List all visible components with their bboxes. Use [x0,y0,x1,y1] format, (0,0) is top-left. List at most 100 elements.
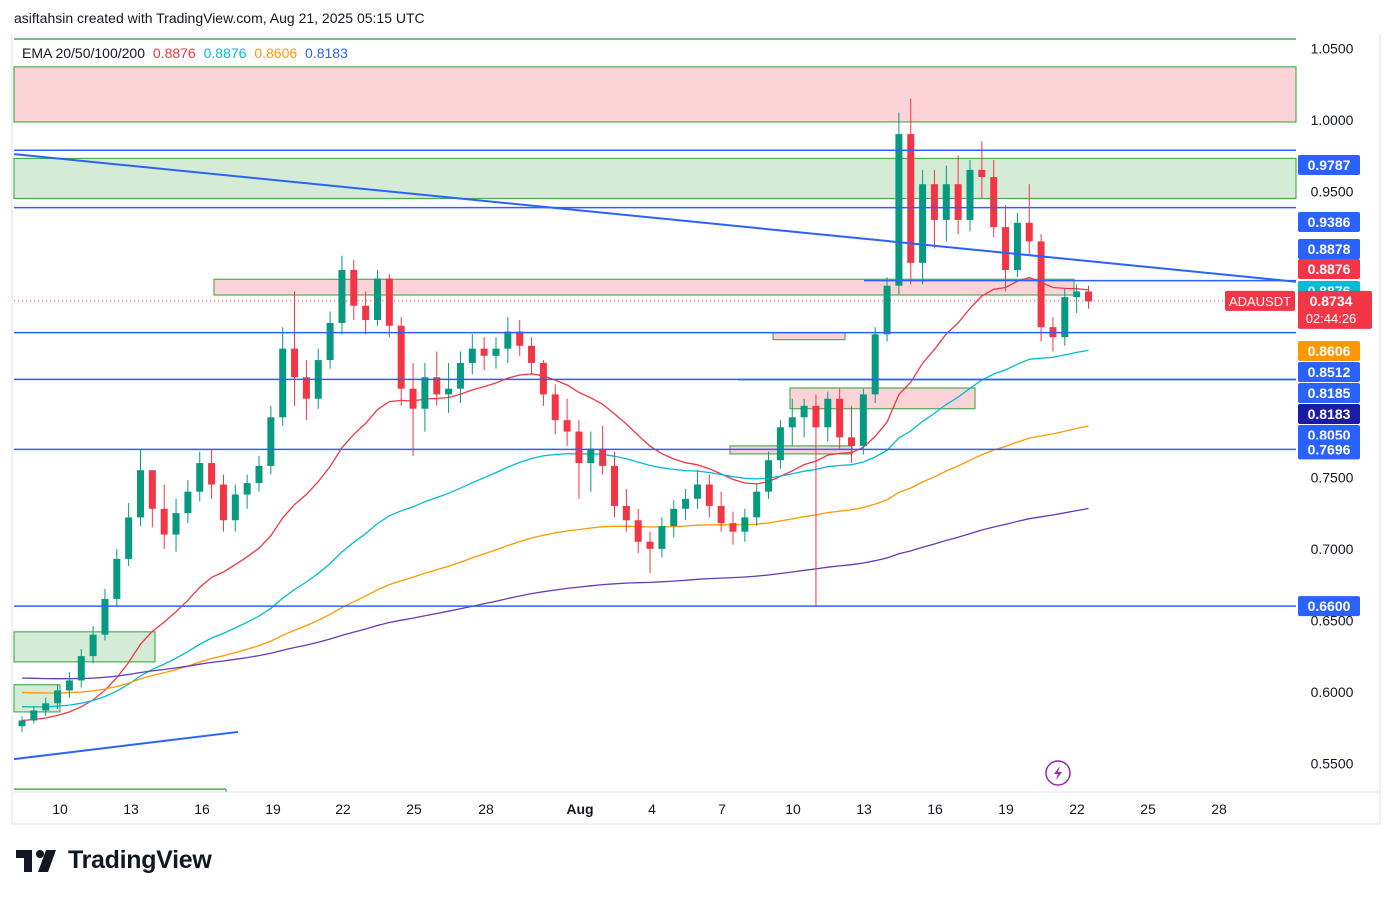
candle [374,269,381,326]
price-level-tag: 0.6600 [1298,596,1360,617]
candle-body [670,508,678,526]
candle [279,327,287,426]
candle-body [421,377,429,409]
candle-body [42,703,50,711]
candle-body [516,331,524,346]
candle-body [966,169,974,220]
price-level-tag-label: 0.7696 [1308,441,1351,457]
price-level-tag-label: 0.6600 [1308,598,1351,614]
candle [350,259,358,321]
price-level-tag: 0.7696 [1298,439,1360,460]
candle-body [208,463,216,485]
candle-body [800,405,808,418]
brand-name: TradingView [68,846,212,874]
current-price-tag: ADAUSDT 0.8734 02:44:26 [1225,290,1372,329]
countdown-label: 02:44:26 [1306,311,1357,326]
candle [883,277,891,342]
tradingview-logo-icon [16,849,56,872]
candle [717,491,725,532]
price-level-tag-label: 0.8512 [1308,364,1351,380]
candle [113,548,121,607]
price-level-tag: 0.8606 [1298,341,1360,361]
candle-body [942,184,950,220]
candle [255,455,263,492]
candle [966,159,974,232]
candle [871,327,879,403]
ascending-trendline [13,730,239,761]
candle-body [326,322,334,361]
candle-body [1085,291,1092,302]
y-tick-label: 0.6500 [1311,612,1354,628]
candle [456,351,464,403]
candle-body [575,431,583,464]
x-tick-label: 10 [52,801,68,817]
price-level-tag-bg [1298,239,1360,259]
ema-legend: EMA 20/50/100/200 0.8876 0.8876 0.8606 0… [22,45,352,61]
candle-body [433,377,441,395]
candle-body [788,417,796,428]
candle [480,337,488,371]
overlay-layer [13,38,1297,761]
descending-trendline [13,153,1297,283]
ema-line-20 [21,276,1089,722]
candle-body [279,348,287,418]
pink-zone [213,278,1075,296]
ema-line-50 [21,349,1089,708]
candle-body [456,362,464,389]
candle-body [611,465,618,506]
candle [65,671,73,698]
zones-layer [13,66,1297,792]
candle-body [255,465,263,484]
candle [302,360,310,421]
candle [930,169,938,249]
ema-line-100 [21,425,1089,694]
candle-body [919,184,927,263]
price-level-tag: 0.9787 [1298,155,1360,175]
candle-body [172,513,180,535]
candle-body [492,348,500,356]
candle [907,98,915,285]
price-level-tag-bg [1298,439,1360,460]
candle-body [776,427,784,461]
candle [42,697,50,717]
x-tick-label: 28 [1211,801,1227,817]
lightning-icon[interactable] [1045,760,1071,786]
x-tick-label: 25 [406,801,422,817]
candle-body [184,491,192,514]
candle [338,255,346,335]
candle [528,337,536,375]
candle [1085,285,1092,309]
candle-body [468,348,476,363]
x-tick-label: 7 [718,801,726,817]
candle [101,588,109,641]
candle-body [1013,222,1021,270]
candle-body [871,334,879,395]
candle [1049,317,1057,352]
y-tick-label: 0.7500 [1311,469,1354,485]
candle [611,451,618,518]
candle-body [729,523,737,532]
candle [824,391,832,442]
x-tick-label: 22 [1069,801,1085,817]
candle [137,448,144,526]
symbol-tag-label: ADAUSDT [1229,294,1291,309]
candle [504,317,512,363]
x-tick-label: 22 [335,801,351,817]
candle [77,648,85,688]
price-level-tag-label: 0.8878 [1308,241,1351,257]
candle-body [622,505,630,521]
candle-body [765,460,773,492]
candle [539,360,547,406]
candle [895,112,903,295]
candle-body [1073,291,1081,298]
price-level-tag: 0.8878 [1298,239,1360,259]
candle [682,488,690,521]
candle [990,159,998,238]
ema-legend-label: EMA 20/50/100/200 [22,45,145,61]
small-zone [789,387,976,410]
candle-body [836,398,844,438]
tradingview-logo[interactable]: TradingView [16,846,212,875]
candle [587,431,595,492]
price-level-tag: 0.8876 [1298,259,1360,279]
